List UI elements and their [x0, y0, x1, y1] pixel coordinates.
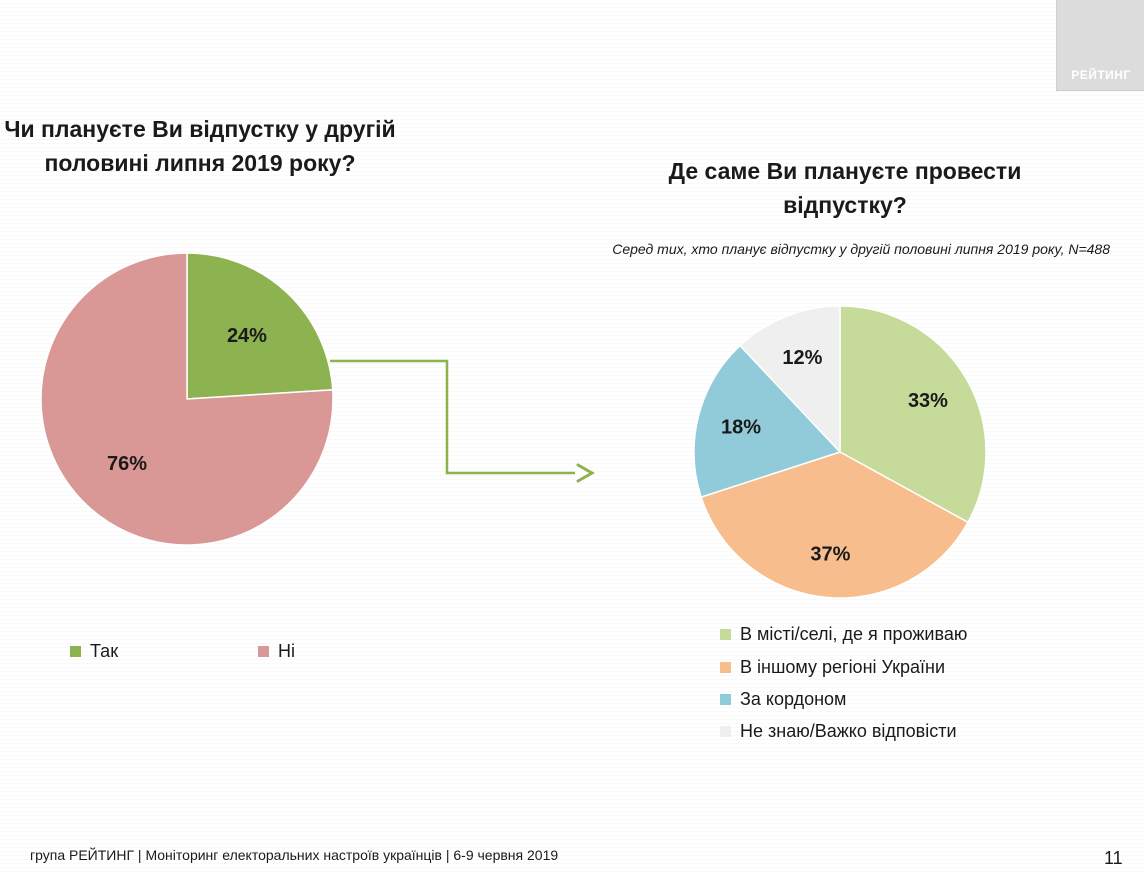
legend-swatch-yes	[70, 646, 81, 657]
slice-label-other-region: 37%	[810, 544, 850, 566]
slice-label-dont-know: 12%	[782, 347, 822, 369]
legend-swatch-abroad	[720, 694, 731, 705]
right-title-line-2: відпустку?	[783, 192, 907, 218]
legend-label-yes: Так	[90, 641, 119, 661]
legend-item-other-region: В іншому регіоні України	[720, 657, 945, 678]
legend-item-no: Ні	[258, 641, 295, 662]
legend-label-other-region: В іншому регіоні України	[740, 657, 946, 677]
legend-swatch-dont-know	[720, 726, 731, 737]
page-number: 11	[1104, 848, 1123, 868]
legend-swatch-other-region	[720, 662, 731, 673]
arrowhead-icon	[576, 463, 596, 483]
right-title-line-1: Де саме Ви плануєте провести	[668, 158, 1022, 184]
right-chart-subtitle: Серед тих, хто планує відпустку у другій…	[612, 241, 1110, 257]
legend-item-abroad: За кордоном	[720, 689, 846, 710]
legend-label-abroad: За кордоном	[740, 689, 847, 709]
legend-label-dont-know: Не знаю/Важко відповісти	[740, 721, 957, 741]
legend-label-home-town: В місті/селі, де я проживаю	[740, 624, 968, 644]
connector-line	[330, 359, 575, 475]
legend-item-dont-know: Не знаю/Важко відповісти	[720, 721, 957, 742]
pie-chart-vacation-plans: 24% 76%	[40, 252, 334, 546]
legend-item-home-town: В місті/селі, де я проживаю	[720, 624, 967, 645]
legend-swatch-home-town	[720, 629, 731, 640]
logo-text: РЕЙТИНГ	[1071, 68, 1131, 82]
slice-dont-know	[738, 305, 841, 454]
legend-item-yes: Так	[70, 641, 118, 662]
slice-label-yes: 24%	[227, 325, 267, 347]
legend-label-no: Ні	[278, 641, 295, 661]
footer-text: група РЕЙТИНГ | Моніторинг електоральних…	[30, 847, 559, 863]
rating-logo: РЕЙТИНГ	[1056, 0, 1144, 91]
connector-arrow	[330, 359, 596, 483]
left-title-line-1: Чи плануєте Ви відпустку у другій	[4, 116, 396, 142]
slice-abroad	[693, 344, 842, 499]
pie-chart-vacation-location: 33% 37% 18% 12%	[693, 305, 987, 599]
slice-no	[40, 252, 334, 546]
slice-yes	[186, 252, 334, 400]
slice-label-home-town: 33%	[908, 390, 948, 412]
right-chart-title: Де саме Ви плануєте провести відпустку?	[640, 154, 1050, 222]
slice-home-town	[839, 305, 987, 524]
slice-label-abroad: 18%	[721, 417, 761, 439]
slice-other-region	[700, 451, 969, 599]
left-title-line-2: половині липня 2019 року?	[44, 150, 356, 176]
slice-label-no: 76%	[107, 453, 147, 475]
legend-swatch-no	[258, 646, 269, 657]
left-chart-title: Чи плануєте Ви відпустку у другій полови…	[0, 112, 400, 180]
